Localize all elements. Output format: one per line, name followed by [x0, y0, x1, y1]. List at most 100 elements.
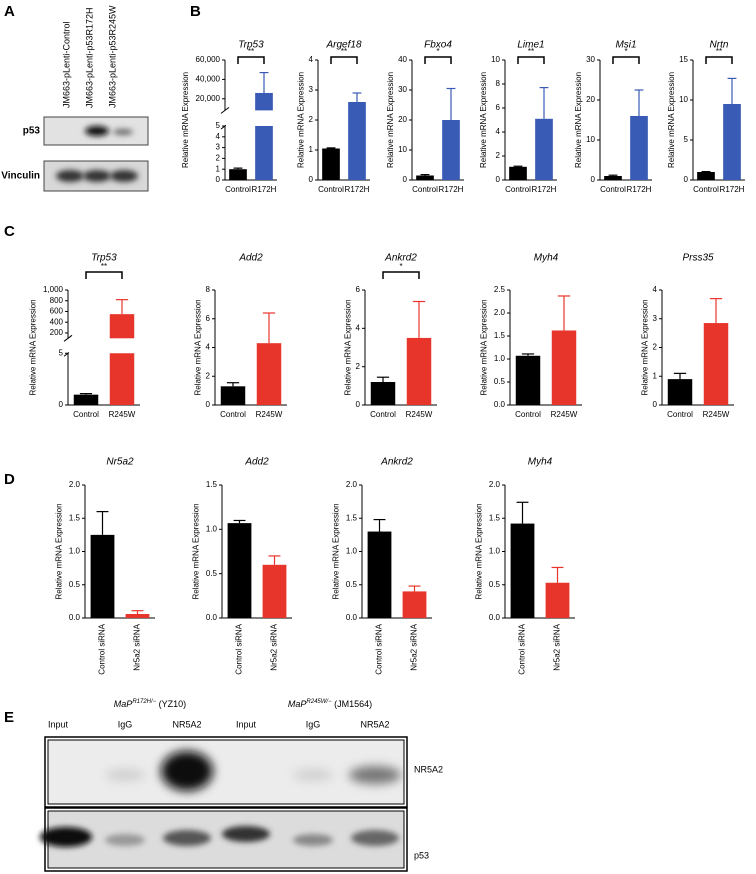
significance-label: ** [528, 47, 534, 56]
significance-label: * [624, 47, 627, 56]
axis-break-gap [226, 110, 278, 126]
significance-bracket [424, 56, 452, 64]
y-tick-label: 5 [684, 135, 689, 144]
bar-chart: Nr5a2 0.0 0.5 1.0 1.5 2.0 Relative mRNA Expres… [55, 457, 155, 675]
group-label: MaPR172H/− (YZ10) [114, 699, 186, 710]
y-tick-label: 10 [398, 145, 407, 154]
y-tick-label: 0 [684, 175, 689, 184]
y-tick-label: 60,000 [196, 55, 221, 64]
chart-title: Msi1 [615, 40, 636, 51]
lane-label: NR5A2 [360, 719, 389, 729]
band [40, 827, 92, 847]
chart-title: Nrtn [710, 40, 729, 51]
y-axis-label: Relative mRNA Expression [344, 299, 353, 395]
bar-chart: Myh4 0.0 0.5 1.0 1.5 2.0 2.5 Relative mRNA Expr… [480, 253, 582, 419]
lane-label: NR5A2 [172, 719, 201, 729]
y-axis-label: Relative mRNA Expression [332, 503, 341, 599]
band [56, 170, 84, 182]
y-tick-label: 1.5 [494, 331, 506, 340]
significance-label: ** [248, 47, 254, 56]
bar-chart: Myh4 0.0 0.5 1.0 1.5 2.0 Relative mRNA Express… [475, 457, 575, 675]
band [105, 834, 145, 846]
y-tick-label: 400 [50, 317, 64, 326]
y-tick-label: 2 [356, 362, 361, 371]
significance-label: * [436, 47, 439, 56]
bar [402, 591, 427, 618]
band [113, 129, 133, 135]
y-tick-label: 200 [50, 328, 64, 337]
bar [322, 148, 340, 180]
y-tick-label: 2.0 [346, 480, 358, 489]
bar [255, 92, 273, 180]
y-tick-label: 0.0 [489, 613, 501, 622]
significance-bracket [517, 56, 545, 64]
bar [515, 355, 541, 405]
y-tick-label: 0 [591, 175, 596, 184]
y-tick-label: 2.5 [494, 285, 506, 294]
chart-title: Ankrd2 [384, 253, 417, 264]
group-label: MaPR245W/− (JM1564) [288, 699, 372, 710]
y-axis-label: Relative mRNA Expression [194, 299, 203, 395]
y-axis-label: Relative mRNA Expression [479, 72, 488, 168]
y-tick-label: 0 [496, 175, 501, 184]
x-tick-label: R172H [720, 185, 745, 194]
significance-bracket [85, 271, 123, 279]
x-tick-label: Control [73, 410, 99, 419]
x-tick-label: Control siRNA [235, 623, 244, 674]
group-name: MaP [288, 699, 307, 709]
y-tick-label: 20,000 [196, 94, 221, 103]
x-tick-label: Nr5a2 siRNA [133, 623, 142, 670]
x-tick-label: Control [693, 185, 719, 194]
bar [697, 172, 715, 180]
y-tick-label: 10 [679, 95, 688, 104]
x-tick-label: R172H [627, 185, 652, 194]
bar [370, 382, 396, 405]
x-tick-label: Control siRNA [518, 623, 527, 674]
row-label: NR5A2 [414, 764, 443, 774]
chart-title: Prss35 [682, 253, 714, 264]
panel-label: C [4, 223, 15, 240]
bar [442, 120, 460, 180]
y-tick-label: 2 [206, 371, 211, 380]
y-tick-label: 4 [653, 285, 658, 294]
x-tick-label: Nr5a2 siRNA [410, 623, 419, 670]
y-tick-label: 0.0 [346, 613, 358, 622]
chart-title: Trp53 [91, 253, 117, 264]
significance-label: ** [341, 47, 347, 56]
x-tick-label: Control [667, 410, 693, 419]
bar [256, 343, 282, 405]
x-tick-label: R245W [109, 410, 136, 419]
y-axis-label: Relative mRNA Expression [55, 503, 64, 599]
significance-bracket [382, 271, 420, 279]
y-axis-label: Relative mRNA Expression [192, 503, 201, 599]
bar [551, 330, 577, 405]
y-tick-label: 3 [309, 85, 314, 94]
bar [703, 323, 729, 405]
significance-bracket [705, 56, 733, 64]
group-name: MaP [114, 699, 133, 709]
band [161, 751, 213, 791]
x-tick-label: Nr5a2 siRNA [270, 623, 279, 670]
x-tick-label: R172H [439, 185, 464, 194]
bar [348, 102, 366, 180]
group-genotype: R245W/− [306, 699, 332, 705]
y-tick-label: 15 [679, 55, 688, 64]
x-tick-label: Nr5a2 siRNA [553, 623, 562, 670]
y-tick-label: 20 [398, 115, 407, 124]
y-tick-label: 4 [309, 55, 314, 64]
bar [262, 564, 287, 618]
bar [90, 534, 115, 618]
y-tick-label: 0.0 [69, 613, 81, 622]
x-tick-label: R245W [551, 410, 578, 419]
bar [125, 614, 150, 618]
y-tick-label: 0 [403, 175, 408, 184]
row-label: Vinculin [1, 171, 40, 182]
chart-title: Add2 [244, 457, 269, 468]
bar [229, 169, 247, 180]
